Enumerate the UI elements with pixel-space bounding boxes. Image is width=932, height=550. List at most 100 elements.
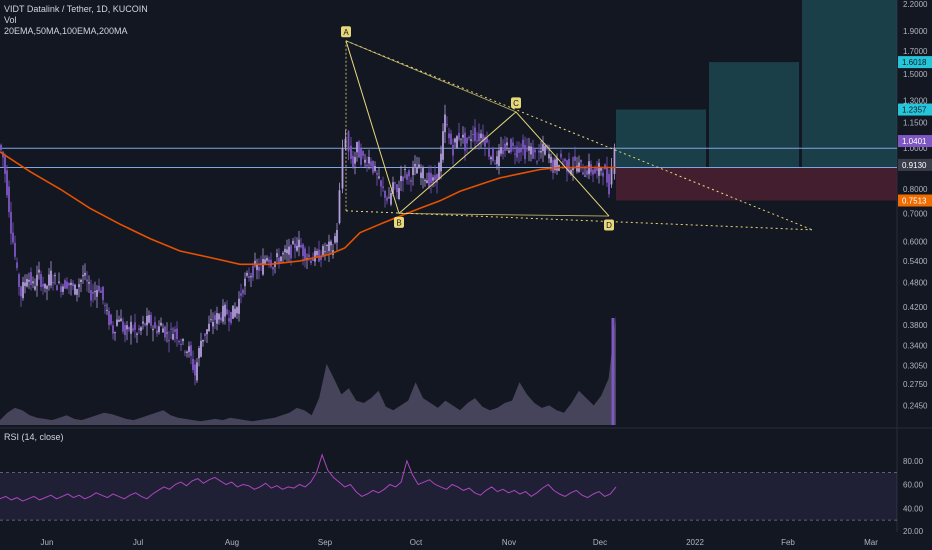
- candle-body: [300, 245, 302, 248]
- candle-body: [484, 136, 486, 147]
- candle-body: [38, 269, 40, 273]
- candle-body: [404, 169, 406, 171]
- candle-body: [148, 315, 150, 323]
- price-tick-label: 1.9000: [903, 27, 928, 36]
- candle-body: [222, 305, 224, 322]
- stop-zone: [616, 167, 897, 201]
- candle-body: [412, 166, 414, 176]
- symbol-title: VIDT Datalink / Tether, 1D, KUCOIN: [4, 4, 148, 14]
- candle-body: [10, 211, 12, 234]
- candle-body: [92, 291, 94, 294]
- candle-body: [318, 249, 320, 262]
- candle-body: [440, 153, 442, 172]
- trendline-1: [345, 40, 813, 231]
- rsi-line: [0, 453, 617, 502]
- candle-body: [208, 323, 210, 332]
- candle-body: [608, 173, 610, 195]
- candle-body: [450, 133, 452, 145]
- candle-body: [228, 318, 230, 322]
- candle-body: [528, 146, 530, 151]
- price-tick-label: 0.3800: [903, 321, 928, 330]
- candle-body: [118, 319, 120, 322]
- time-axis: Jun Jul Aug Sep Oct Nov Dec 2022 Feb Mar: [41, 538, 879, 547]
- candle-body: [460, 138, 462, 140]
- candle-body: [370, 161, 372, 167]
- candle-body: [462, 134, 464, 138]
- candle-body: [466, 137, 468, 144]
- candle-body: [40, 274, 42, 287]
- candle-body: [28, 279, 30, 282]
- candle-body: [402, 176, 404, 182]
- candle-body: [326, 245, 328, 247]
- candle-body: [410, 180, 412, 182]
- candle-body: [376, 172, 378, 175]
- rsi-tick-label: 40.00: [903, 504, 924, 513]
- candle-body: [324, 251, 326, 253]
- candle-body: [152, 328, 154, 331]
- candle-body: [424, 179, 426, 182]
- candle-body: [256, 264, 258, 271]
- candle-body: [268, 259, 270, 263]
- time-tick-label: Nov: [502, 538, 516, 547]
- candle-body: [444, 114, 446, 133]
- candle-body: [352, 155, 354, 168]
- candle-body: [132, 328, 134, 331]
- candle-body: [316, 251, 318, 256]
- candle-body: [194, 364, 196, 376]
- candle-body: [214, 315, 216, 321]
- candle-body: [56, 285, 58, 291]
- candle-body: [232, 305, 234, 319]
- target-zone-2: [709, 62, 799, 168]
- candle-body: [602, 172, 604, 177]
- candle-body: [206, 329, 208, 335]
- candle-body: [234, 308, 236, 317]
- candle-body: [160, 322, 162, 326]
- candle-body: [120, 318, 122, 322]
- candle-body: [560, 153, 562, 158]
- candle-body: [294, 243, 296, 248]
- candle-body: [58, 281, 60, 283]
- candle-body: [266, 257, 268, 261]
- candle-body: [310, 260, 312, 264]
- candle-body: [540, 150, 542, 153]
- candle-body: [100, 290, 102, 293]
- pattern-point-d-badge: [604, 219, 614, 231]
- pattern-point-b-badge: [394, 216, 404, 228]
- candle-body: [200, 340, 202, 357]
- candle-body: [556, 158, 558, 171]
- candle-body: [172, 334, 174, 340]
- time-tick-label: Sep: [318, 538, 333, 547]
- candle-body: [600, 167, 602, 171]
- candle-body: [390, 193, 392, 205]
- candle-body: [66, 281, 68, 289]
- candle-body: [384, 191, 386, 198]
- candle-body: [138, 328, 140, 331]
- pattern-point-c-badge: [511, 97, 521, 109]
- price-tag-box: [898, 56, 932, 69]
- candle-body: [322, 246, 324, 256]
- candle-body: [212, 322, 214, 327]
- target-zone-1: [616, 109, 706, 168]
- price-candles: [0, 104, 616, 386]
- candle-body: [598, 162, 600, 176]
- candle-body: [282, 253, 284, 255]
- candle-body: [434, 175, 436, 181]
- candle-body: [398, 188, 400, 200]
- candle-body: [110, 314, 112, 325]
- candle-body: [388, 197, 390, 199]
- candle-body: [574, 156, 576, 161]
- candle-body: [552, 160, 554, 173]
- candle-body: [290, 245, 292, 259]
- price-axis: 2.2000 1.9000 1.7000 1.5000 1.3000 1.1500 1.00…: [898, 0, 932, 536]
- candle-body: [430, 173, 432, 184]
- candle-body: [220, 317, 222, 321]
- candle-body: [372, 160, 374, 173]
- candle-body: [530, 146, 532, 155]
- candle-body: [386, 197, 388, 201]
- candle-body: [174, 329, 176, 332]
- candle-body: [524, 144, 526, 160]
- time-tick-label: Dec: [593, 538, 607, 547]
- candle-body: [62, 286, 64, 292]
- candle-body: [32, 281, 34, 284]
- candle-body: [448, 133, 450, 139]
